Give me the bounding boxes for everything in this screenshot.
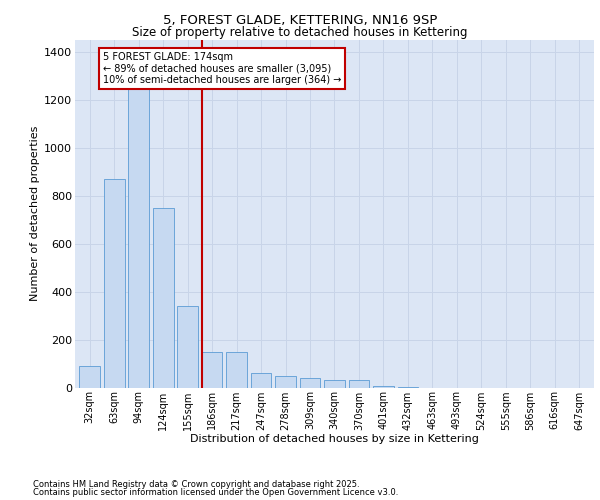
Bar: [226, 352, 247, 388]
Bar: [324, 380, 345, 388]
Bar: [373, 386, 394, 388]
Y-axis label: Number of detached properties: Number of detached properties: [30, 126, 40, 302]
Bar: [177, 306, 198, 388]
Bar: [79, 366, 100, 388]
Bar: [128, 83, 149, 388]
Text: 5, FOREST GLADE, KETTERING, NN16 9SP: 5, FOREST GLADE, KETTERING, NN16 9SP: [163, 14, 437, 27]
Bar: [251, 373, 271, 388]
Bar: [349, 380, 370, 388]
Bar: [104, 179, 125, 388]
Bar: [202, 352, 223, 388]
Text: Contains HM Land Registry data © Crown copyright and database right 2025.: Contains HM Land Registry data © Crown c…: [33, 480, 359, 489]
Bar: [275, 376, 296, 388]
Bar: [153, 208, 173, 388]
Text: Size of property relative to detached houses in Kettering: Size of property relative to detached ho…: [132, 26, 468, 39]
Text: Contains public sector information licensed under the Open Government Licence v3: Contains public sector information licen…: [33, 488, 398, 497]
Bar: [299, 378, 320, 388]
Text: 5 FOREST GLADE: 174sqm
← 89% of detached houses are smaller (3,095)
10% of semi-: 5 FOREST GLADE: 174sqm ← 89% of detached…: [103, 52, 341, 85]
X-axis label: Distribution of detached houses by size in Kettering: Distribution of detached houses by size …: [190, 434, 479, 444]
